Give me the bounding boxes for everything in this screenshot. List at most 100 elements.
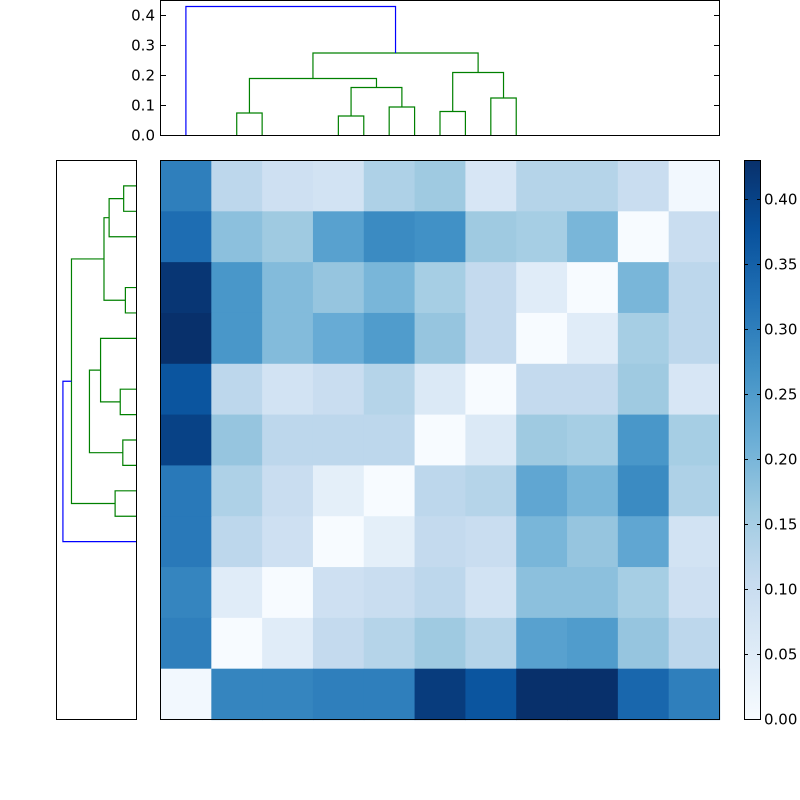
top-dendrogram-y-axis: 0.0 0.1 0.2 0.3 0.4 — [131, 7, 720, 145]
top-dendrogram-link-1 — [337, 115, 365, 136]
heatmap-cell-r4-c0 — [160, 363, 212, 416]
colorbar-tick-label-4: 0.20 — [764, 451, 797, 469]
heatmap-cell-r2-c6 — [465, 262, 517, 314]
heatmap-cell-r3-c5 — [414, 312, 467, 365]
heatmap-cell-r1-c10 — [668, 211, 721, 263]
left-dendrogram-link-10 — [62, 380, 137, 543]
left-dendrogram-link-7 — [99, 337, 137, 403]
left-dendrogram-link-8 — [88, 369, 123, 454]
heatmap-cell-r8-c10 — [668, 567, 721, 619]
heatmap-cell-r1-c9 — [617, 211, 670, 263]
heatmap-cell-r0-c3 — [312, 160, 365, 212]
left-dendrogram-links — [62, 185, 137, 543]
left-dendrogram-link-9 — [70, 258, 116, 505]
heatmap-cell-r4-c4 — [363, 363, 416, 416]
heatmap-cell-r0-c4 — [363, 160, 416, 212]
heatmap-cell-r6-c4 — [363, 465, 416, 517]
heatmap-cell-r2-c1 — [211, 262, 263, 314]
heatmap-cell-r0-c9 — [617, 160, 670, 212]
heatmap-cell-r1-c3 — [312, 211, 365, 263]
top-dendrogram-link-3 — [439, 110, 467, 136]
heatmap-cell-r8-c8 — [567, 567, 619, 619]
heatmap-cell-r5-c9 — [617, 414, 670, 467]
colorbar-tick-label-8: 0.40 — [764, 191, 797, 209]
heatmap-cell-r6-c9 — [617, 465, 670, 517]
heatmap-cell-r0-c2 — [262, 160, 314, 212]
colorbar-axis: 0.00 0.05 0.10 0.15 0.20 0.25 0.30 0.35 0.40 — [744, 191, 797, 729]
heatmap-cell-r9-c5 — [414, 617, 467, 670]
heatmap-cell-r7-c9 — [617, 516, 670, 568]
left-dendrogram-link-4 — [114, 490, 137, 517]
heatmap-cell-r2-c10 — [668, 262, 721, 314]
colorbar-tick-label-7: 0.35 — [764, 256, 797, 274]
heatmap-cell-r0-c1 — [211, 160, 263, 212]
heatmap-cell-r1-c4 — [363, 211, 416, 263]
heatmap-cell-r8-c7 — [516, 567, 568, 619]
heatmap-cell-r2-c3 — [312, 262, 365, 314]
heatmap-cell-r10-c4 — [363, 668, 416, 721]
heatmap-cell-r8-c1 — [211, 567, 263, 619]
heatmap-cell-r3-c8 — [567, 312, 619, 365]
colorbar-tick-label-1: 0.05 — [764, 646, 797, 664]
top-dendrogram-link-6 — [248, 77, 378, 113]
heatmap-cell-r2-c4 — [363, 262, 416, 314]
heatmap-cell-r1-c8 — [567, 211, 619, 263]
heatmap-cell-r7-c3 — [312, 516, 365, 568]
heatmap-cell-r9-c8 — [567, 617, 619, 670]
heatmap-cell-r1-c5 — [414, 211, 467, 263]
colorbar-tick-label-5: 0.25 — [764, 386, 797, 404]
heatmap-cell-r8-c3 — [312, 567, 365, 619]
heatmap-cell-r2-c7 — [516, 262, 568, 314]
top-dendrogram: 0.0 0.1 0.2 0.3 0.4 — [131, 0, 720, 145]
heatmap-cell-r0-c7 — [516, 160, 568, 212]
left-dendrogram-link-1 — [124, 286, 137, 314]
left-dendrogram-link-0 — [123, 185, 137, 212]
colorbar-frame — [744, 160, 761, 720]
heatmap-cell-r0-c10 — [668, 160, 721, 212]
heatmap-cell-r10-c9 — [617, 668, 670, 721]
heatmap-cell-r5-c10 — [668, 414, 721, 467]
heatmap-cell-r4-c1 — [211, 363, 263, 416]
heatmap-cell-r7-c0 — [160, 516, 212, 568]
heatmap-cell-r1-c2 — [262, 211, 314, 263]
heatmap-cell-r4-c9 — [617, 363, 670, 416]
heatmap-cell-r8-c2 — [262, 567, 314, 619]
top-dendrogram-link-7 — [452, 71, 505, 112]
heatmap-cell-r4-c3 — [312, 363, 365, 416]
heatmap-cell-r2-c9 — [617, 262, 670, 314]
heatmap-cell-r3-c4 — [363, 312, 416, 365]
colorbar-gradient — [744, 160, 761, 720]
heatmap-cell-r7-c7 — [516, 516, 568, 568]
heatmap-cell-r9-c3 — [312, 617, 365, 670]
heatmap-cell-r2-c8 — [567, 262, 619, 314]
left-dendrogram-link-6 — [103, 217, 126, 301]
heatmap-cell-r9-c6 — [465, 617, 517, 670]
heatmap-cell-r10-c6 — [465, 668, 517, 721]
heatmap-cell-r10-c1 — [211, 668, 263, 721]
heatmap-cell-r10-c3 — [312, 668, 365, 721]
heatmap-cell-r10-c10 — [668, 668, 721, 721]
heatmap-cell-r1-c7 — [516, 211, 568, 263]
heatmap-cell-r8-c9 — [617, 567, 670, 619]
heatmap-cell-r10-c2 — [262, 668, 314, 721]
heatmap-cell-r4-c8 — [567, 363, 619, 416]
heatmap-cell-r3-c10 — [668, 312, 721, 365]
colorbar-tick-label-2: 0.10 — [764, 581, 797, 599]
distance-heatmap — [160, 160, 721, 721]
heatmap-cell-r10-c5 — [414, 668, 467, 721]
heatmap-cell-r7-c4 — [363, 516, 416, 568]
heatmap-cell-r6-c2 — [262, 465, 314, 517]
heatmap-cell-r6-c6 — [465, 465, 517, 517]
heatmap-cell-r4-c7 — [516, 363, 568, 416]
heatmap-cell-r0-c0 — [160, 160, 212, 212]
heatmap-cell-r3-c9 — [617, 312, 670, 365]
heatmap-cell-r7-c1 — [211, 516, 263, 568]
heatmap-cell-r4-c10 — [668, 363, 721, 416]
heatmap-cell-r9-c4 — [363, 617, 416, 670]
heatmap-cell-r6-c10 — [668, 465, 721, 517]
left-dendrogram-link-3 — [122, 439, 137, 467]
heatmap-cell-r5-c0 — [160, 414, 212, 467]
top-dendrogram-frame — [160, 0, 720, 136]
heatmap-cell-r5-c3 — [312, 414, 365, 467]
